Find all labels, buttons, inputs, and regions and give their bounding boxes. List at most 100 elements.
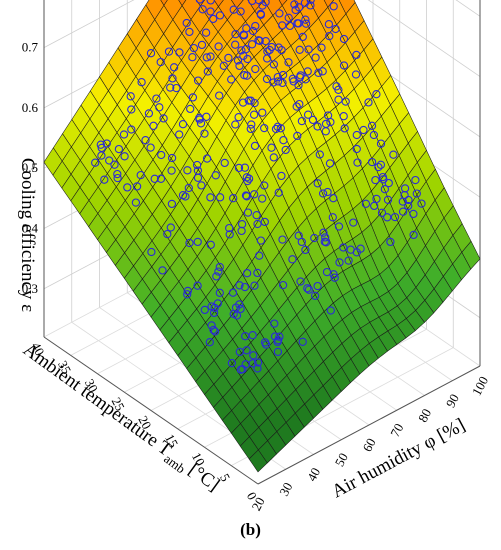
data-point <box>242 71 252 80</box>
data-point <box>215 91 224 100</box>
data-point <box>306 0 315 4</box>
data-point <box>390 212 400 222</box>
data-point <box>298 32 307 42</box>
data-point <box>325 159 335 168</box>
data-point <box>258 194 267 203</box>
data-point <box>193 281 202 290</box>
data-point <box>209 325 218 335</box>
data-point <box>297 116 307 126</box>
data-point <box>323 187 332 197</box>
data-point <box>374 162 383 172</box>
data-point <box>172 83 181 93</box>
data-point <box>276 124 285 133</box>
data-point <box>156 57 165 67</box>
data-point <box>411 175 420 185</box>
data-point <box>294 231 303 240</box>
data-point <box>304 285 314 294</box>
data-point <box>298 337 307 346</box>
data-point <box>304 45 313 54</box>
data-point <box>261 0 270 7</box>
data-point <box>105 156 114 165</box>
x-tick-label-6: 80 <box>415 406 434 425</box>
data-point <box>317 43 326 52</box>
data-point <box>158 266 167 275</box>
data-point <box>240 282 250 292</box>
data-point <box>270 332 280 341</box>
data-point <box>241 332 250 341</box>
data-point <box>372 194 381 204</box>
data-point <box>404 201 413 211</box>
data-point <box>127 105 136 114</box>
data-point <box>288 255 297 264</box>
data-point <box>339 112 348 121</box>
data-point <box>119 130 129 139</box>
x-tick-label-4: 60 <box>359 436 378 455</box>
data-point <box>277 45 286 55</box>
data-point <box>228 288 238 297</box>
data-point <box>384 178 393 188</box>
data-point <box>315 150 324 159</box>
data-point <box>313 122 322 131</box>
data-point <box>329 194 338 203</box>
data-point <box>241 191 251 200</box>
surface-cell-13-22 <box>178 0 187 7</box>
data-point <box>281 145 290 155</box>
data-point <box>131 198 141 207</box>
data-point <box>330 273 339 282</box>
data-point <box>339 61 349 70</box>
data-point <box>332 82 341 91</box>
data-point <box>126 92 135 101</box>
data-point <box>255 36 264 45</box>
data-point <box>225 223 234 233</box>
data-point <box>289 77 298 86</box>
data-point <box>386 237 395 247</box>
data-point <box>326 117 335 127</box>
data-point <box>188 53 197 62</box>
data-point <box>169 63 179 72</box>
data-point <box>195 0 204 4</box>
data-point <box>295 45 304 54</box>
data-point <box>186 104 195 114</box>
data-point <box>114 144 124 154</box>
data-point <box>252 211 261 220</box>
data-point <box>376 160 386 169</box>
data-point <box>240 163 250 172</box>
data-point <box>215 262 224 272</box>
data-point <box>182 18 191 28</box>
data-point <box>102 139 111 148</box>
data-point <box>235 281 244 290</box>
data-point <box>301 245 310 255</box>
data-point <box>193 237 202 247</box>
data-point <box>164 47 174 56</box>
data-point <box>183 166 192 175</box>
data-point <box>214 267 223 276</box>
data-point <box>331 24 340 34</box>
data-point <box>291 5 300 15</box>
data-point <box>248 26 258 36</box>
data-point <box>417 199 426 208</box>
data-point <box>383 213 392 222</box>
data-point <box>306 1 315 10</box>
data-point <box>260 217 269 227</box>
data-point <box>96 140 105 149</box>
data-point <box>234 113 243 122</box>
data-point <box>308 115 318 125</box>
y-tick-label-5: 25 <box>109 395 128 414</box>
data-point <box>155 103 164 112</box>
data-point <box>198 5 207 14</box>
axis-ticks: 0.30.40.50.60.70.80.92030405060708090100… <box>22 40 491 514</box>
data-point <box>242 346 251 355</box>
data-point <box>249 351 258 360</box>
data-point <box>369 130 379 140</box>
data-point <box>284 58 293 67</box>
data-point <box>113 173 122 183</box>
data-point <box>196 119 206 128</box>
data-point <box>409 230 418 240</box>
data-point <box>237 220 247 229</box>
data-point <box>247 40 257 49</box>
x-tick-label-3: 50 <box>332 450 351 469</box>
data-point <box>225 230 234 239</box>
data-point <box>183 290 192 299</box>
y-tick-label-3: 15 <box>162 432 181 451</box>
data-point <box>251 21 260 31</box>
